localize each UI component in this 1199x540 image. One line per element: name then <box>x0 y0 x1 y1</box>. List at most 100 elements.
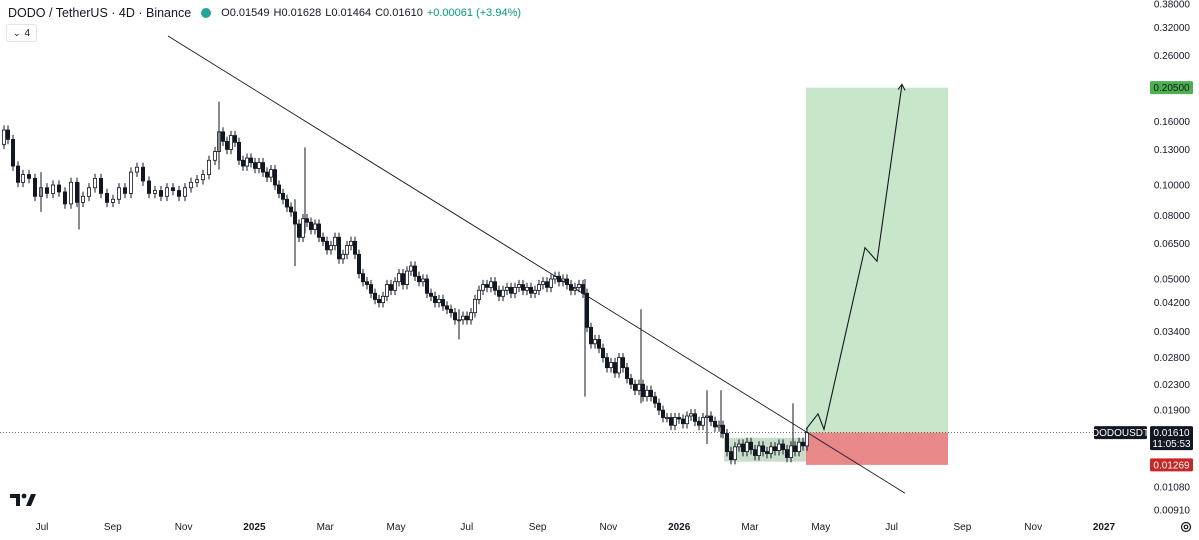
candle-body <box>284 198 289 208</box>
candle-body <box>328 245 333 251</box>
candle-body <box>412 265 417 277</box>
candle-body <box>63 191 68 205</box>
candle-body <box>521 284 526 291</box>
candle-body <box>797 441 802 452</box>
candle-body <box>194 179 199 183</box>
y-axis-tick-label: 0.04200 <box>1154 298 1191 309</box>
candle-body <box>693 413 698 422</box>
candle-body <box>99 177 104 194</box>
candle-body <box>589 326 594 345</box>
candle-body <box>312 223 317 230</box>
settings-gear-icon[interactable] <box>1179 520 1193 534</box>
candle-body <box>460 315 465 321</box>
candle-body <box>268 169 273 178</box>
candle-body <box>749 441 754 451</box>
candle-body <box>87 187 92 197</box>
candle-body <box>296 223 301 238</box>
candle-body <box>729 451 734 460</box>
x-axis-tick-label: Jul <box>885 522 898 533</box>
candle-body <box>613 362 618 374</box>
y-axis-tick-label: 0.01080 <box>1154 482 1191 493</box>
price-label-text: 0.01269 <box>1153 460 1190 471</box>
candle-body <box>280 192 285 200</box>
x-axis-tick-label: Mar <box>741 522 759 533</box>
candle-body <box>585 292 590 328</box>
candle-body <box>432 295 437 304</box>
chevron-down-icon: ⌄ <box>13 27 21 38</box>
y-axis-tick-label: 0.01900 <box>1154 406 1191 417</box>
candle-body <box>681 418 686 425</box>
candle-body <box>476 289 481 300</box>
candle-body <box>545 281 550 288</box>
tradingview-logo-icon[interactable] <box>10 492 36 508</box>
candle-body <box>637 383 642 391</box>
candle-body <box>200 174 205 181</box>
candle-body <box>785 449 790 458</box>
candle-body <box>761 445 766 452</box>
candle-body <box>232 135 237 143</box>
x-axis-tick-label: Jul <box>36 522 49 533</box>
candle-body <box>57 184 62 193</box>
candle-body <box>541 281 546 285</box>
candle-body <box>384 284 389 297</box>
candle-body <box>484 284 489 288</box>
candle-body <box>525 286 530 291</box>
stop-loss-zone <box>806 432 948 465</box>
candle-body <box>517 284 522 288</box>
candle-body <box>264 171 269 178</box>
candle-body <box>769 446 774 454</box>
candle-body <box>721 424 726 434</box>
y-axis-tick-label: 0.32000 <box>1154 23 1191 34</box>
candle-body <box>244 157 249 167</box>
candle-body <box>51 184 56 194</box>
candle-body <box>440 299 445 307</box>
candle-body <box>733 446 738 460</box>
candle-body <box>75 181 80 203</box>
projection-arrowhead <box>897 83 906 91</box>
x-axis-tick-label: Nov <box>600 522 618 533</box>
candle-body <box>348 240 353 246</box>
x-axis-tick-label: Mar <box>317 522 335 533</box>
candle-body <box>577 284 582 288</box>
y-axis-tick-label: 0.03400 <box>1154 327 1191 338</box>
candle-body <box>152 190 157 194</box>
candle-body <box>176 190 181 197</box>
candle-body <box>220 131 225 142</box>
candle-body <box>368 284 373 294</box>
candle-body <box>697 420 702 426</box>
market-status-dot-icon <box>201 8 212 18</box>
candle-body <box>392 281 397 291</box>
candle-body <box>420 278 425 283</box>
candle-body <box>753 449 758 456</box>
candle-body <box>26 174 31 179</box>
x-axis-tick-label: Nov <box>175 522 193 533</box>
candle-body <box>601 347 606 359</box>
candle-body <box>661 409 666 418</box>
low-value: L0.01464 <box>325 7 372 19</box>
candle-body <box>128 171 133 194</box>
y-axis-tick-label: 0.02300 <box>1154 380 1191 391</box>
candle-body <box>629 378 634 385</box>
candle-body <box>376 299 381 304</box>
candle-body <box>123 187 128 194</box>
candle-body <box>625 367 630 379</box>
candle-body <box>617 357 622 374</box>
candle-body <box>105 192 110 203</box>
candle-body <box>228 135 233 150</box>
symbol-tag-text: DODOUSDT <box>1092 428 1149 439</box>
candle-body <box>224 140 229 150</box>
candle-body <box>701 417 706 426</box>
candle-body <box>492 281 497 291</box>
candle-body <box>146 180 151 194</box>
candle-body <box>158 190 163 197</box>
price-label-stop: 0.01269 <box>1150 458 1193 472</box>
candle-body <box>81 195 86 203</box>
candle-body <box>508 286 513 294</box>
candle-body <box>340 253 345 260</box>
candle-body <box>669 417 674 426</box>
candle-body <box>689 413 694 417</box>
indicators-toggle-button[interactable]: ⌄ 4 <box>6 24 38 42</box>
symbol-title[interactable]: DODO / TetherUS · 4D · Binance <box>8 6 192 20</box>
